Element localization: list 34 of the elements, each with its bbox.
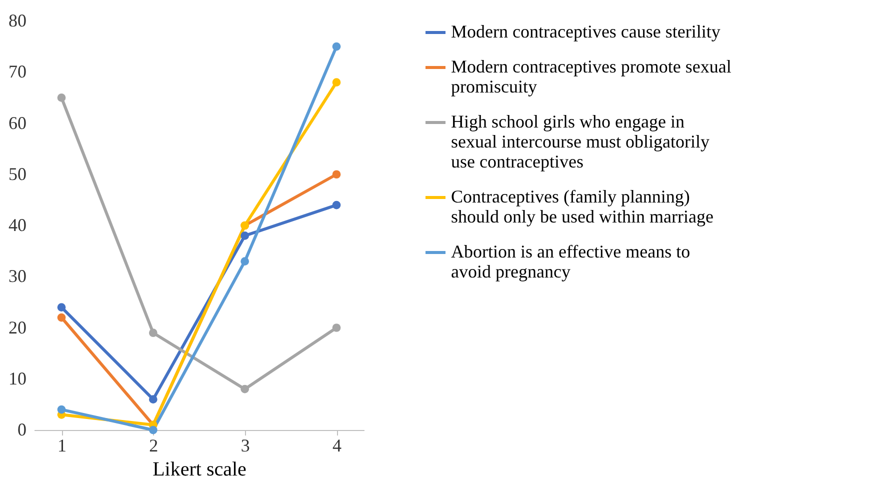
point bbox=[57, 303, 66, 312]
point bbox=[332, 324, 341, 332]
y-tick-label: 20 bbox=[8, 317, 26, 338]
x-tick-label: 1 bbox=[58, 436, 66, 456]
legend-label: Contraceptives (family planning) should only be used within marriage bbox=[451, 186, 714, 226]
point bbox=[57, 405, 66, 414]
point bbox=[148, 395, 158, 404]
point bbox=[148, 426, 158, 434]
y-tick-label: 70 bbox=[8, 62, 26, 82]
legend-label: Modern contraceptives promote sexual promiscuity bbox=[451, 56, 732, 96]
y-tick-label: 0 bbox=[18, 420, 26, 440]
y-tick-label: 10 bbox=[8, 368, 26, 388]
point bbox=[332, 42, 341, 51]
y-tick-label: 60 bbox=[8, 112, 26, 133]
legend-label: Abortion is an effective means to avoid pregnancy bbox=[451, 242, 690, 282]
legend-label: High school girls who engage in sexual intercourse must obligatorily use contraceptives bbox=[451, 112, 710, 172]
point bbox=[57, 313, 66, 322]
legend-label: Modern contraceptives cause sterility bbox=[451, 22, 720, 42]
x-tick-label: 2 bbox=[149, 436, 158, 456]
x-tick-label: 3 bbox=[240, 436, 250, 456]
x-tick-label: 4 bbox=[332, 436, 342, 456]
point bbox=[240, 384, 250, 394]
point bbox=[148, 328, 158, 338]
y-tick-label: 40 bbox=[8, 215, 26, 235]
x-axis-title: Likert scale bbox=[152, 458, 247, 480]
point bbox=[240, 257, 250, 266]
y-tick-label: 30 bbox=[8, 266, 26, 286]
point bbox=[57, 94, 66, 102]
point bbox=[240, 232, 250, 240]
y-tick-label: 80 bbox=[8, 10, 26, 30]
point bbox=[332, 170, 341, 179]
y-tick-label: 50 bbox=[8, 164, 26, 184]
point bbox=[332, 200, 341, 210]
point bbox=[332, 78, 341, 87]
